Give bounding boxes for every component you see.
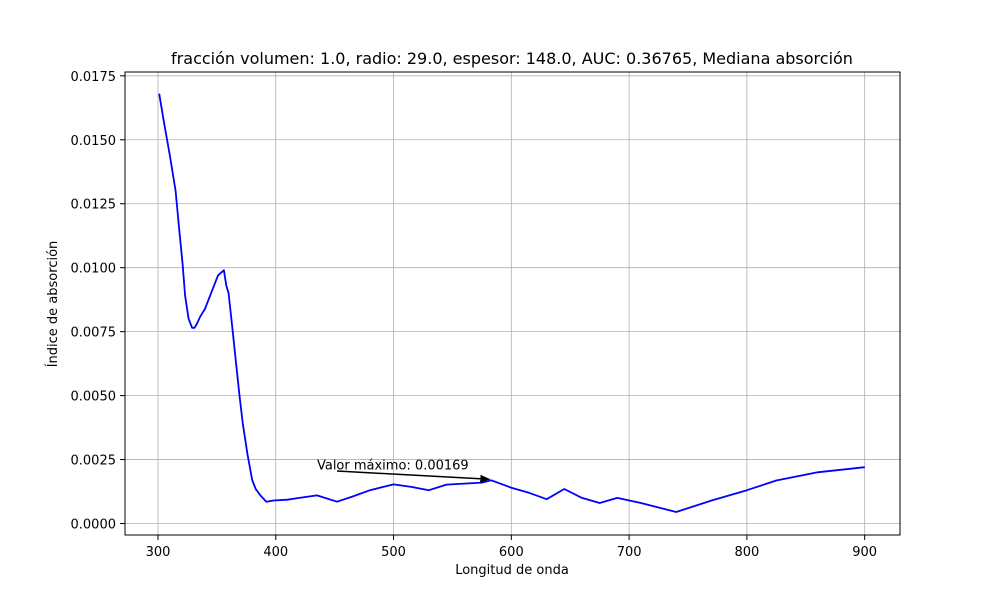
annotation-arrow <box>336 470 491 483</box>
annotation-layer: Valor máximo: 0.00169 <box>317 459 491 483</box>
y-tick-label: 0.0150 <box>71 134 117 149</box>
y-tick-label: 0.0175 <box>71 70 117 85</box>
data-layer <box>158 93 865 513</box>
axes: 300 400 500 600 700 800 900 0.0000 0.0025 0.0050 0… <box>71 70 901 560</box>
x-tick-label: 800 <box>734 545 759 560</box>
x-tick-label: 500 <box>381 545 406 560</box>
x-tick-label: 900 <box>852 545 877 560</box>
y-tick-label: 0.0075 <box>71 326 117 341</box>
series-line <box>158 93 865 513</box>
x-tick-label: 300 <box>146 545 171 560</box>
chart-title: fracción volumen: 1.0, radio: 29.0, espe… <box>171 49 853 68</box>
x-tick-label: 400 <box>263 545 288 560</box>
x-tick-label: 600 <box>499 545 524 560</box>
annotation-text: Valor máximo: 0.00169 <box>317 459 469 474</box>
plot-frame <box>124 71 901 536</box>
y-tick-label: 0.0100 <box>71 262 117 277</box>
y-tick-label: 0.0025 <box>71 454 117 469</box>
grid <box>125 72 900 535</box>
y-tick-label: 0.0125 <box>71 198 117 213</box>
y-tick-label: 0.0000 <box>71 517 117 532</box>
x-tick-label: 700 <box>617 545 642 560</box>
y-axis-label: Índice de absorción <box>45 241 61 368</box>
y-tick-label: 0.0050 <box>71 390 117 405</box>
x-axis-label: Longitud de onda <box>455 563 569 578</box>
